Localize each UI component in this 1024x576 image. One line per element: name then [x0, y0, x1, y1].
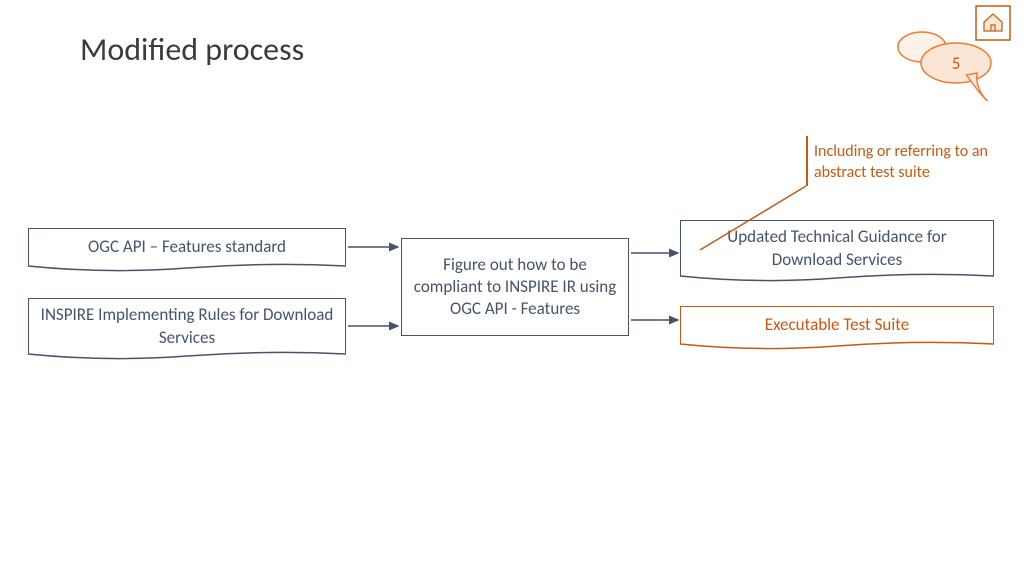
annotation-text: Including or referring to an abstract te…: [814, 142, 1014, 184]
page-number: 5: [952, 53, 961, 74]
box-ogc-api: OGC API – Features standard: [28, 228, 346, 266]
box-inspire-rules: INSPIRE Implementing Rules for Download …: [28, 298, 346, 354]
speech-bubbles-group: 5: [898, 32, 991, 101]
box-test-suite-label: Executable Test Suite: [765, 314, 909, 336]
box-guidance-label: Updated Technical Guidance for Download …: [691, 226, 983, 270]
annotation-bar: [806, 136, 808, 186]
box-guidance: Updated Technical Guidance for Download …: [680, 220, 994, 276]
box-center-label: Figure out how to be compliant to INSPIR…: [412, 254, 618, 320]
box-center: Figure out how to be compliant to INSPIR…: [401, 238, 629, 336]
box-test-suite: Executable Test Suite: [680, 306, 994, 344]
home-icon-group: [976, 6, 1010, 40]
box-ogc-api-label: OGC API – Features standard: [88, 236, 286, 258]
box-inspire-rules-label: INSPIRE Implementing Rules for Download …: [39, 304, 335, 348]
slide-title: Modified process: [80, 30, 304, 69]
